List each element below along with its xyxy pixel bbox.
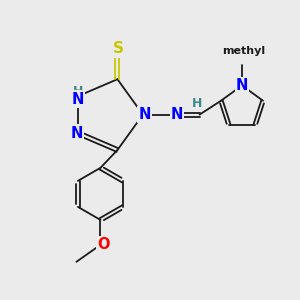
Text: N: N xyxy=(138,107,151,122)
Text: N: N xyxy=(70,125,82,140)
Text: H: H xyxy=(191,98,202,110)
Text: methyl: methyl xyxy=(242,52,247,53)
Text: S: S xyxy=(113,41,124,56)
Text: N: N xyxy=(236,78,248,93)
Text: methyl: methyl xyxy=(222,46,265,56)
Text: N: N xyxy=(72,92,84,106)
Text: H: H xyxy=(73,85,83,98)
Text: methyl: methyl xyxy=(239,56,244,57)
Text: O: O xyxy=(98,237,110,252)
Text: N: N xyxy=(171,107,183,122)
